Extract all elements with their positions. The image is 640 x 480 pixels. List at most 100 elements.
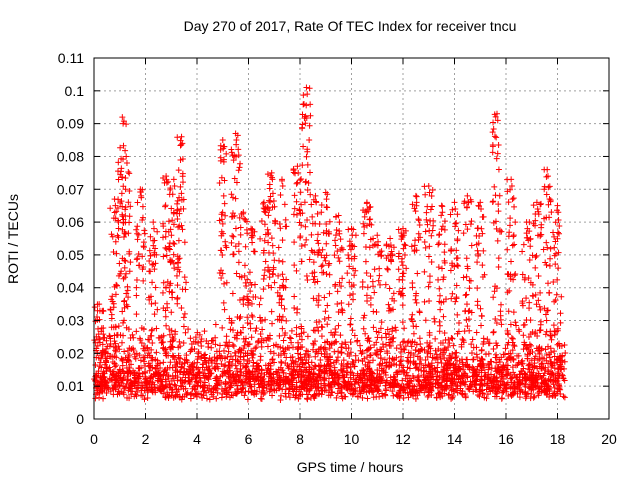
data-point — [162, 203, 169, 210]
data-point — [346, 292, 353, 299]
data-point — [349, 232, 356, 239]
data-point — [145, 336, 152, 343]
data-point — [235, 248, 242, 255]
data-point — [144, 344, 151, 351]
data-point — [248, 300, 255, 307]
data-point — [300, 101, 307, 108]
data-point — [335, 308, 342, 315]
data-point — [120, 383, 127, 390]
data-point — [532, 264, 539, 271]
data-point — [306, 85, 313, 92]
data-point — [336, 219, 343, 226]
data-point — [527, 317, 534, 324]
data-point — [543, 328, 550, 335]
data-point — [436, 292, 443, 299]
data-point — [112, 347, 119, 354]
data-point — [286, 345, 293, 351]
data-point — [437, 306, 444, 313]
data-point — [222, 238, 229, 245]
data-point — [489, 141, 496, 148]
data-point — [526, 299, 533, 306]
data-point — [321, 294, 328, 301]
data-point — [538, 231, 545, 238]
data-point — [168, 309, 175, 316]
data-point — [290, 344, 297, 351]
data-point — [134, 199, 141, 206]
data-points — [91, 84, 569, 404]
data-point — [339, 275, 346, 282]
data-point — [336, 230, 343, 237]
data-point — [393, 345, 400, 352]
data-point — [288, 327, 295, 334]
data-point — [405, 394, 412, 401]
data-point — [237, 231, 244, 238]
data-point — [240, 301, 247, 308]
data-point — [298, 175, 305, 182]
data-point — [543, 173, 550, 180]
data-point — [233, 137, 240, 144]
data-point — [131, 371, 138, 378]
y-tick-label: 0.1 — [65, 83, 85, 99]
data-point — [431, 315, 438, 322]
data-point — [149, 339, 156, 346]
data-point — [538, 221, 545, 228]
data-point — [426, 298, 433, 305]
data-point — [303, 273, 310, 280]
data-point — [474, 285, 481, 292]
data-point — [530, 394, 537, 401]
data-point — [129, 331, 136, 338]
data-point — [171, 265, 178, 272]
data-point — [382, 386, 389, 393]
data-point — [363, 269, 370, 276]
data-point — [334, 248, 341, 255]
data-point — [371, 266, 378, 273]
data-point — [551, 244, 558, 251]
x-tick-label: 18 — [550, 431, 566, 447]
data-point — [395, 266, 402, 273]
data-point — [427, 206, 434, 213]
data-point — [281, 305, 288, 312]
data-point — [519, 248, 526, 255]
data-point — [174, 215, 181, 222]
data-point — [376, 265, 383, 272]
data-point — [367, 295, 374, 302]
data-point — [345, 360, 352, 367]
data-point — [523, 295, 530, 302]
data-point — [344, 380, 351, 387]
data-point — [351, 272, 358, 279]
data-point — [248, 350, 255, 357]
data-point — [412, 296, 419, 303]
data-point — [149, 279, 156, 286]
data-point — [360, 325, 367, 332]
data-point — [546, 262, 553, 269]
data-point — [149, 326, 156, 333]
data-point — [180, 314, 187, 321]
data-point — [269, 356, 276, 363]
data-point — [543, 191, 550, 198]
data-point — [505, 308, 512, 315]
data-point — [287, 335, 294, 342]
data-point — [232, 225, 239, 232]
data-point — [324, 321, 331, 328]
data-point — [367, 273, 374, 280]
data-point — [106, 364, 113, 371]
data-point — [291, 239, 298, 246]
y-tick-label: 0.02 — [57, 345, 84, 361]
data-point — [318, 263, 325, 270]
data-point — [376, 272, 383, 279]
data-point — [233, 270, 240, 277]
data-point — [387, 235, 394, 242]
data-point — [473, 329, 480, 336]
data-point — [223, 150, 230, 157]
data-point — [363, 292, 370, 299]
data-point — [487, 371, 494, 378]
data-point — [561, 394, 568, 401]
data-point — [293, 309, 300, 316]
data-point — [317, 356, 324, 363]
data-point — [141, 230, 148, 237]
data-point — [275, 244, 282, 251]
data-point — [221, 306, 228, 313]
data-point — [350, 296, 357, 303]
data-point — [291, 304, 298, 311]
data-point — [331, 252, 338, 259]
